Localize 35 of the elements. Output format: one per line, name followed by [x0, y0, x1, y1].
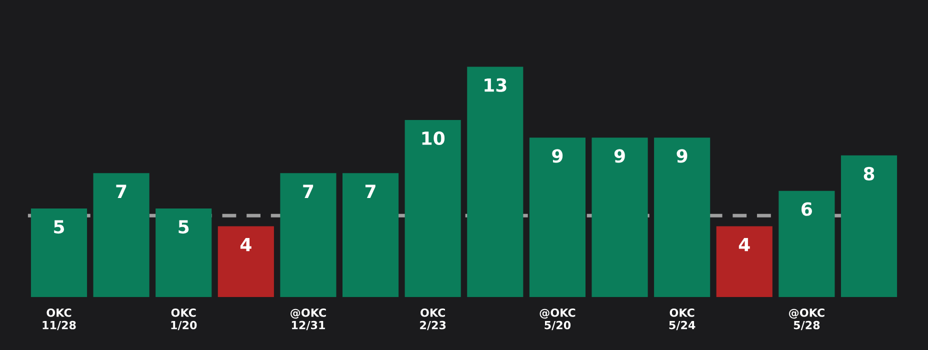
data-label: 9 [676, 149, 688, 163]
x-tick-label: OKC 5/24 [669, 308, 696, 330]
bar [280, 173, 336, 298]
data-label: 10 [422, 131, 445, 146]
bar [654, 138, 710, 298]
bar [529, 138, 586, 298]
data-label: 7 [365, 184, 376, 198]
data-label: 13 [484, 78, 506, 92]
bar [716, 226, 772, 298]
x-tick-label: @OKC 12/31 [290, 308, 326, 330]
bar [404, 120, 461, 298]
bar [342, 173, 399, 298]
data-label: 4 [738, 238, 750, 252]
data-label: 6 [802, 202, 812, 216]
x-tick-label: OKC 11/28 [42, 308, 76, 330]
bar [840, 155, 898, 298]
data-label: 9 [552, 149, 563, 163]
data-label: 5 [54, 220, 64, 234]
data-label: 7 [116, 184, 126, 198]
bar [218, 226, 274, 298]
data-label: 5 [178, 220, 189, 234]
bar [30, 208, 88, 298]
bar [592, 138, 648, 298]
data-label: 8 [864, 166, 874, 180]
data-label: 7 [303, 184, 314, 198]
x-tick-label: @OKC 5/20 [540, 308, 576, 330]
bar [778, 190, 835, 298]
bar [93, 173, 150, 298]
data-label: 9 [614, 149, 625, 163]
x-tick-label: OKC 2/23 [420, 308, 446, 330]
data-label: 4 [240, 238, 252, 252]
bar [156, 208, 212, 298]
x-tick-label: OKC 1/20 [171, 308, 197, 330]
x-tick-label: @OKC 5/28 [789, 308, 824, 330]
bar [467, 66, 524, 298]
